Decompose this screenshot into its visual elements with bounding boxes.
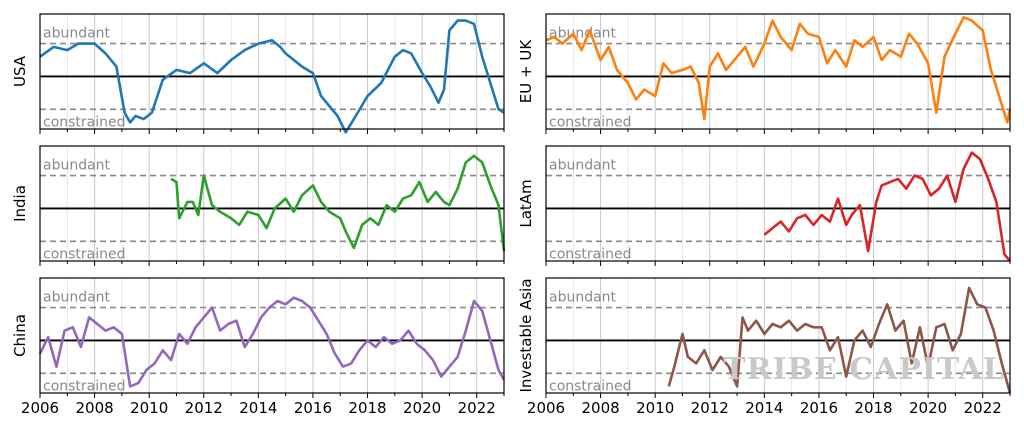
panel-y-label: India bbox=[11, 185, 29, 222]
series-line bbox=[39, 19, 505, 134]
watermark: TRIBE CAPITAL bbox=[723, 352, 1005, 387]
panel-usa: abundant constrained USA bbox=[11, 13, 505, 134]
series-line bbox=[170, 154, 506, 252]
x-tick-label: 2016 bbox=[294, 399, 332, 417]
constrained-label: constrained bbox=[549, 246, 632, 262]
constrained-label: constrained bbox=[43, 246, 126, 262]
x-tick-label: 2010 bbox=[130, 399, 168, 417]
panel-y-label: Investable Asia bbox=[517, 278, 535, 392]
x-tick-label: 2016 bbox=[800, 399, 838, 417]
x-tick-label: 2006 bbox=[527, 399, 565, 417]
constrained-label: constrained bbox=[43, 378, 126, 394]
axes-frame bbox=[39, 277, 505, 394]
x-tick-label: 2018 bbox=[854, 399, 892, 417]
x-tick-label: 2012 bbox=[185, 399, 223, 417]
constrained-label: constrained bbox=[43, 114, 126, 130]
panel-latam: abundant constrained LatAm bbox=[517, 145, 1011, 266]
series-line bbox=[763, 151, 1011, 262]
abundant-label: abundant bbox=[549, 290, 617, 306]
abundant-label: abundant bbox=[43, 26, 111, 42]
series-line bbox=[545, 16, 1012, 124]
x-tick-label: 2008 bbox=[75, 399, 113, 417]
panel-china: abundant constrained China 2006 2008 2010 2012… bbox=[11, 277, 506, 417]
x-tick-label: 2014 bbox=[745, 399, 783, 417]
x-tick-label: 2014 bbox=[239, 399, 277, 417]
constrained-label: constrained bbox=[549, 114, 632, 130]
x-tick-label: 2008 bbox=[581, 399, 619, 417]
panel-y-label: EU + UK bbox=[517, 39, 535, 104]
axes-frame bbox=[545, 277, 1011, 394]
panel-eu-uk: abundant constrained EU + UK bbox=[517, 13, 1012, 134]
x-tick-label: 2012 bbox=[691, 399, 729, 417]
abundant-label: abundant bbox=[43, 158, 111, 174]
x-tick-label: 2022 bbox=[964, 399, 1002, 417]
axes-frame bbox=[545, 13, 1011, 130]
abundant-label: abundant bbox=[43, 290, 111, 306]
x-tick-label: 2006 bbox=[21, 399, 59, 417]
abundant-label: abundant bbox=[549, 26, 617, 42]
axes-frame bbox=[39, 145, 505, 262]
panel-investable-asia: abundant constrained Investable Asia 2006 20… bbox=[517, 277, 1012, 417]
panel-y-label: USA bbox=[11, 55, 29, 87]
panel-y-label: China bbox=[11, 314, 29, 357]
abundant-label: abundant bbox=[549, 158, 617, 174]
axes-frame bbox=[545, 145, 1011, 262]
series-line bbox=[38, 296, 506, 388]
x-tick-label: 2010 bbox=[636, 399, 674, 417]
x-tick-label: 2020 bbox=[909, 399, 947, 417]
x-tick-label: 2020 bbox=[403, 399, 441, 417]
constrained-label: constrained bbox=[549, 378, 632, 394]
series-line bbox=[667, 286, 1012, 394]
axes-frame bbox=[39, 13, 505, 130]
x-tick-label: 2018 bbox=[348, 399, 386, 417]
panel-india: abundant constrained India bbox=[11, 145, 506, 266]
panel-y-label: LatAm bbox=[517, 179, 535, 227]
x-tick-label: 2022 bbox=[458, 399, 496, 417]
